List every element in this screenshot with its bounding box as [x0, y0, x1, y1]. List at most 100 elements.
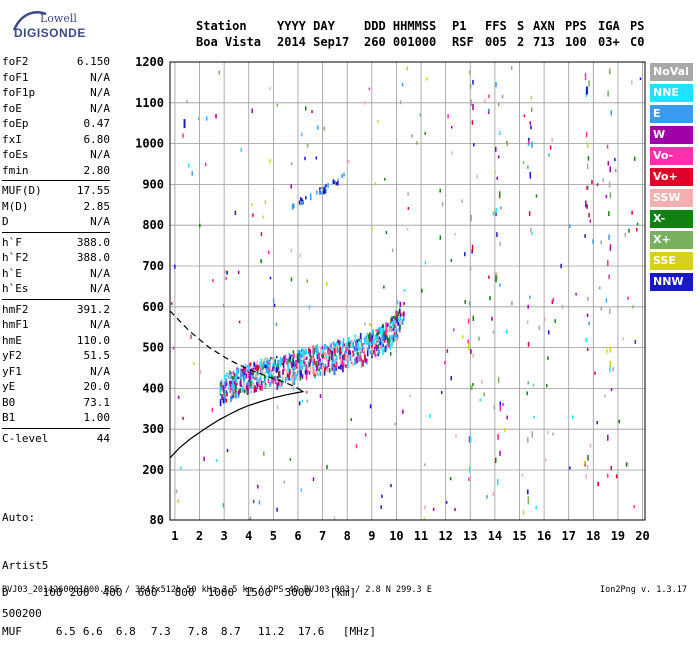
param-name: foEp [2, 117, 29, 130]
echo-point [608, 274, 610, 280]
echo-point [501, 95, 504, 99]
echo-point [401, 82, 404, 87]
value-iga: 03+ [598, 35, 620, 49]
echo-point [190, 334, 192, 339]
echo-point [394, 315, 396, 321]
echo-point [311, 110, 313, 114]
echo-point [527, 341, 530, 347]
scaled-parameters-panel: foF2 6.150 foF1 N/A foF1p N/A foE N/A foEp 0.47 fx… [2, 54, 110, 446]
param-row: h`E N/A [2, 266, 110, 282]
echo-point [317, 354, 319, 360]
echo-point [267, 367, 270, 374]
echo-point [369, 342, 371, 345]
echo-point [424, 505, 426, 510]
echo-point [248, 367, 251, 375]
echo-point [328, 355, 331, 362]
echo-point [494, 459, 496, 463]
echo-point [305, 368, 308, 374]
echo-point [634, 340, 637, 345]
echo-point [359, 354, 362, 361]
muf-value: 8.7 [220, 625, 241, 638]
echo-point [261, 385, 263, 391]
header-dddhhmmss: DDD HHMMSS [364, 19, 437, 33]
echo-point [234, 375, 236, 383]
echo-point [175, 489, 178, 494]
echo-point [298, 200, 301, 205]
param-row: h`F 388.0 [2, 235, 110, 251]
echo-point [229, 387, 231, 394]
echo-point [299, 373, 302, 381]
echo-point [302, 199, 305, 204]
echo-point [301, 360, 303, 365]
echo-point [281, 381, 283, 387]
x-tick-label: 10 [389, 529, 403, 543]
echo-point [388, 327, 391, 332]
echo-point [219, 381, 222, 388]
echo-point [375, 344, 378, 349]
echo-point [469, 436, 472, 443]
echo-point [527, 489, 529, 495]
echo-point [347, 361, 349, 369]
echo-point [278, 381, 280, 386]
echo-point [264, 374, 266, 379]
echo-point [317, 125, 319, 130]
echo-point [291, 356, 293, 362]
profile-extrapolation-line [169, 310, 301, 391]
echo-point [335, 181, 338, 186]
echo-point [215, 459, 218, 462]
muf-label: MUF [2, 625, 22, 638]
echo-point [608, 211, 610, 216]
echo-point [494, 457, 497, 464]
echo-point [234, 210, 237, 216]
echo-point [506, 415, 508, 420]
echo-point [281, 357, 283, 362]
echo-point [462, 335, 464, 339]
echo-point [386, 329, 389, 333]
echo-point [450, 375, 452, 381]
echo-point [545, 384, 548, 388]
echo-point [325, 188, 327, 194]
echo-point [391, 318, 394, 321]
echo-point [575, 292, 577, 296]
echo-point [250, 379, 253, 384]
echo-point [226, 448, 229, 453]
echo-point [348, 342, 351, 346]
echo-point [237, 367, 240, 374]
echo-point [369, 323, 371, 326]
echo-point [506, 141, 508, 146]
echo-point [354, 347, 357, 350]
echo-point [291, 364, 293, 369]
echo-point [470, 349, 472, 354]
echo-point [252, 213, 254, 217]
echo-point [386, 338, 389, 343]
polarization-legend: NoVal NNE E W Vo- Vo+ SSW X- X+ SSE NNW [650, 63, 693, 294]
echo-point [498, 191, 501, 199]
echo-point [249, 362, 252, 367]
echo-point [348, 344, 351, 349]
echo-point [608, 308, 611, 314]
echo-point [172, 346, 175, 350]
echo-point [304, 365, 307, 372]
echo-point [236, 367, 238, 372]
echo-point [275, 376, 278, 379]
echo-point [347, 359, 349, 363]
echo-point [245, 382, 248, 389]
echo-point [222, 304, 225, 308]
echo-point [292, 387, 295, 391]
echo-point [545, 458, 547, 462]
param-value: 1.00 [83, 411, 111, 424]
echo-point [276, 367, 279, 373]
param-name: yE [2, 380, 16, 393]
echo-point [311, 367, 314, 370]
echo-point [326, 281, 328, 286]
echo-point [259, 375, 262, 379]
echo-point [299, 371, 302, 377]
echo-point [262, 215, 264, 219]
echo-point [343, 172, 345, 177]
param-row: yF1 N/A [2, 364, 110, 380]
echo-point [364, 354, 366, 361]
legend-item: NNE [650, 84, 693, 102]
echo-point [225, 398, 227, 403]
echo-point [243, 382, 245, 390]
echo-point [464, 300, 466, 304]
